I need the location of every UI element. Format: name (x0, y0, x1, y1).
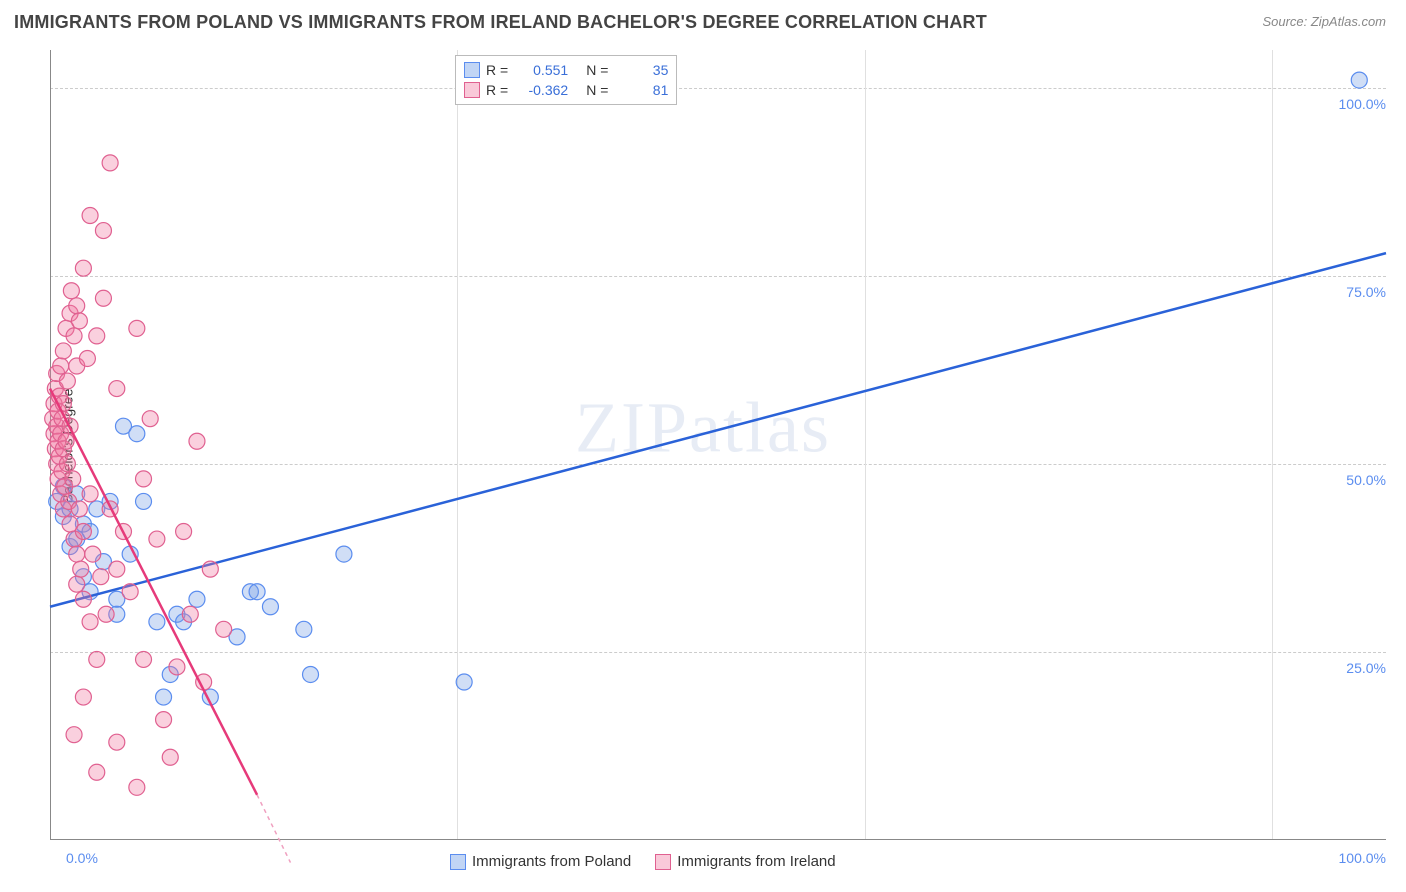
scatter-point (82, 614, 98, 630)
r-value-ireland: -0.362 (518, 82, 568, 98)
scatter-point (63, 283, 79, 299)
scatter-point (182, 606, 198, 622)
scatter-point (122, 584, 138, 600)
swatch-pink-icon (464, 82, 480, 98)
scatter-point (82, 486, 98, 502)
scatter-point (262, 599, 278, 615)
scatter-point (249, 584, 265, 600)
scatter-point (93, 569, 109, 585)
scatter-point (216, 621, 232, 637)
scatter-point (189, 433, 205, 449)
chart-title: IMMIGRANTS FROM POLAND VS IMMIGRANTS FRO… (14, 12, 987, 33)
r-label: R = (486, 62, 508, 78)
scatter-point (296, 621, 312, 637)
scatter-point (156, 689, 172, 705)
scatter-point (1351, 72, 1367, 88)
series-legend: Immigrants from Poland Immigrants from I… (450, 853, 836, 870)
scatter-point (71, 501, 87, 517)
scatter-point (129, 320, 145, 336)
scatter-point (129, 426, 145, 442)
scatter-point (69, 298, 85, 314)
scatter-point (59, 373, 75, 389)
trend-line-extension (257, 795, 290, 863)
scatter-point (303, 666, 319, 682)
scatter-point (149, 531, 165, 547)
x-tick-label: 100.0% (1339, 850, 1386, 866)
chart-container: IMMIGRANTS FROM POLAND VS IMMIGRANTS FRO… (0, 0, 1406, 892)
r-label: R = (486, 82, 508, 98)
legend-label-poland: Immigrants from Poland (472, 853, 631, 870)
source-attribution: Source: ZipAtlas.com (1262, 14, 1386, 29)
scatter-point (69, 576, 85, 592)
scatter-point (66, 727, 82, 743)
scatter-point (456, 674, 472, 690)
scatter-point (102, 155, 118, 171)
correlation-legend: R = 0.551 N = 35 R = -0.362 N = 81 (455, 55, 677, 105)
scatter-point (156, 712, 172, 728)
scatter-point (109, 734, 125, 750)
scatter-point (136, 471, 152, 487)
scatter-point (98, 606, 114, 622)
scatter-point (75, 260, 91, 276)
legend-item-poland: Immigrants from Poland (450, 853, 631, 870)
scatter-point (75, 591, 91, 607)
scatter-point (169, 659, 185, 675)
scatter-point (53, 358, 69, 374)
legend-item-ireland: Immigrants from Ireland (655, 853, 835, 870)
scatter-point (85, 546, 101, 562)
scatter-point (95, 223, 111, 239)
scatter-point (89, 651, 105, 667)
swatch-blue-icon (464, 62, 480, 78)
scatter-point (73, 561, 89, 577)
scatter-point (176, 524, 192, 540)
legend-row-poland: R = 0.551 N = 35 (464, 60, 668, 80)
n-label: N = (586, 62, 608, 78)
scatter-point (82, 208, 98, 224)
scatter-point (109, 381, 125, 397)
legend-row-ireland: R = -0.362 N = 81 (464, 80, 668, 100)
scatter-point (66, 328, 82, 344)
legend-label-ireland: Immigrants from Ireland (677, 853, 835, 870)
scatter-point (79, 350, 95, 366)
n-label: N = (586, 82, 608, 98)
scatter-point (71, 313, 87, 329)
scatter-point (162, 749, 178, 765)
scatter-point (142, 411, 158, 427)
scatter-point (59, 456, 75, 472)
swatch-pink-icon (655, 854, 671, 870)
scatter-point (129, 779, 145, 795)
n-value-poland: 35 (618, 62, 668, 78)
scatter-point (136, 493, 152, 509)
scatter-point (55, 343, 71, 359)
scatter-point (109, 561, 125, 577)
scatter-point (89, 328, 105, 344)
scatter-point (75, 689, 91, 705)
scatter-point (75, 524, 91, 540)
scatter-point (95, 290, 111, 306)
scatter-point (89, 764, 105, 780)
scatter-point (149, 614, 165, 630)
scatter-point (202, 561, 218, 577)
scatter-point (136, 651, 152, 667)
scatter-point (65, 471, 81, 487)
r-value-poland: 0.551 (518, 62, 568, 78)
scatter-point (69, 546, 85, 562)
n-value-ireland: 81 (618, 82, 668, 98)
scatter-point (336, 546, 352, 562)
swatch-blue-icon (450, 854, 466, 870)
trend-line (50, 253, 1386, 607)
scatter-point (58, 433, 74, 449)
scatter-plot-svg (50, 50, 1386, 840)
scatter-point (189, 591, 205, 607)
x-tick-label: 0.0% (66, 850, 98, 866)
